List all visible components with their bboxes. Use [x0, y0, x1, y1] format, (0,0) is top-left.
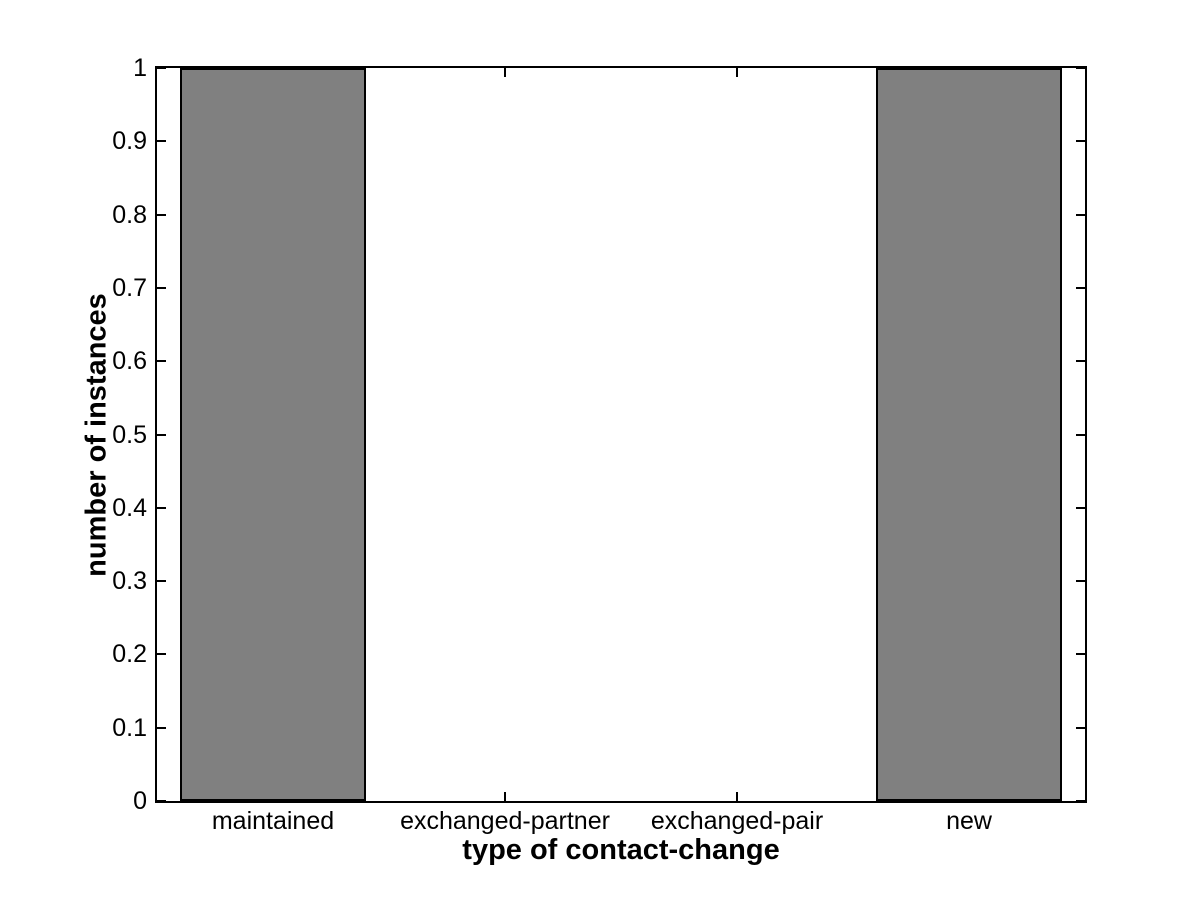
y-tick-mark — [157, 726, 166, 729]
y-tick-mark — [1076, 360, 1085, 363]
y-tick-label: 0.6 — [112, 347, 147, 376]
x-tick-mark — [736, 792, 738, 801]
y-tick-mark — [157, 506, 166, 509]
y-tick-mark — [157, 360, 166, 363]
y-tick-mark — [1076, 653, 1085, 656]
x-tick-mark — [736, 68, 738, 77]
y-tick-mark — [157, 653, 166, 656]
y-tick-mark — [157, 433, 166, 436]
y-tick-mark — [157, 213, 166, 216]
y-tick-label: 0.3 — [112, 567, 147, 596]
y-tick-mark — [157, 286, 166, 289]
y-tick-label: 0.4 — [112, 493, 147, 522]
y-tick-mark — [1076, 506, 1085, 509]
y-tick-mark — [157, 67, 166, 69]
x-tick-mark — [504, 792, 506, 801]
y-tick-mark — [1076, 67, 1085, 69]
y-tick-mark — [157, 580, 166, 583]
x-tick-mark — [504, 68, 506, 77]
x-tick-label-maintained: maintained — [211, 807, 335, 835]
y-tick-mark — [1076, 800, 1085, 802]
y-tick-label: 1 — [133, 54, 147, 82]
x-tick-label-exchanged-partner: exchanged-partner — [400, 807, 610, 835]
y-tick-label: 0.9 — [112, 127, 147, 156]
y-tick-mark — [1076, 213, 1085, 216]
y-tick-mark — [1076, 433, 1085, 436]
y-tick-mark — [1076, 286, 1085, 289]
bar-maintained — [180, 68, 366, 801]
x-tick-label-new: new — [946, 807, 992, 835]
y-tick-label: 0.1 — [112, 713, 147, 742]
y-tick-label: 0.5 — [112, 420, 147, 449]
y-tick-mark — [1076, 580, 1085, 583]
x-tick-label-exchanged-pair: exchanged-pair — [650, 807, 824, 835]
y-tick-label: 0.2 — [112, 640, 147, 669]
y-tick-mark — [1076, 726, 1085, 729]
y-tick-mark — [1076, 140, 1085, 143]
y-tick-label: 0.8 — [112, 200, 147, 229]
y-axis-label: number of instances — [80, 293, 113, 577]
bar-new — [876, 68, 1062, 801]
y-tick-label: 0.7 — [112, 273, 147, 302]
y-tick-mark — [157, 140, 166, 143]
y-tick-mark — [157, 800, 166, 802]
x-axis-label: type of contact-change — [462, 834, 780, 866]
y-tick-label: 0 — [133, 787, 147, 815]
plot-area — [155, 66, 1087, 803]
